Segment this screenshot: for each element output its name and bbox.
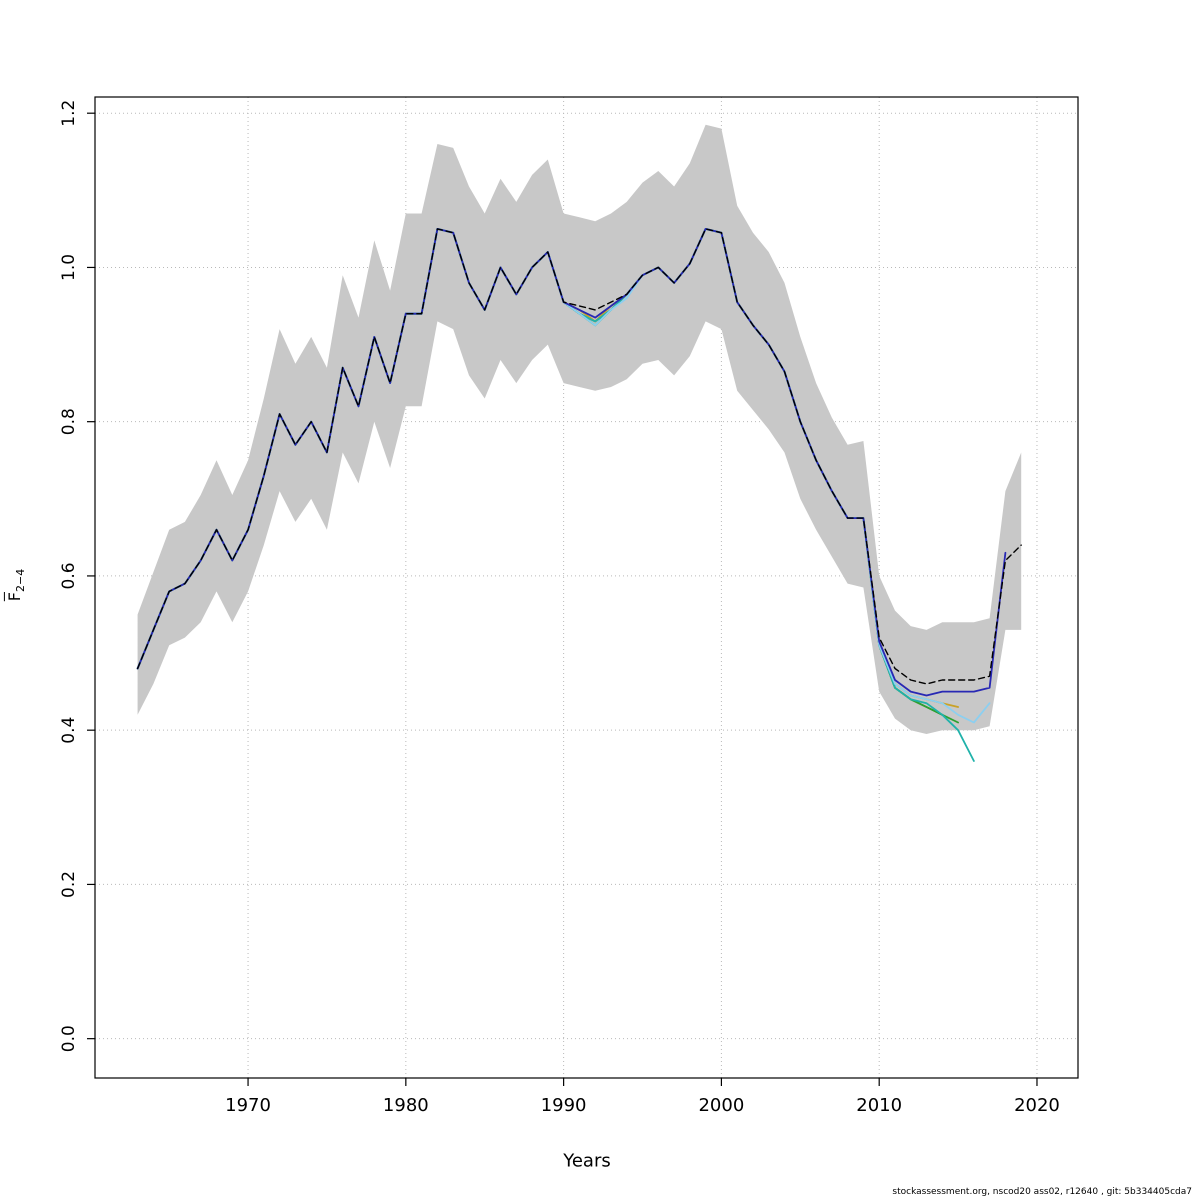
x-tick-label: 1980	[383, 1095, 429, 1116]
x-tick-label: 1970	[225, 1095, 271, 1116]
y-tick-label: 0.8	[59, 408, 79, 435]
x-axis-title: Years	[563, 1150, 611, 1172]
y-axis-title: F2−4	[5, 569, 27, 601]
footer-text: stockassessment.org, nscod20 ass02, r126…	[892, 1187, 1192, 1197]
y-axis-title-subscript: 2−4	[14, 568, 28, 593]
x-tick-label: 2020	[1014, 1095, 1060, 1116]
y-tick-label: 0.6	[59, 562, 79, 589]
confidence-band	[137, 124, 1022, 735]
y-tick-label: 0.2	[59, 871, 79, 898]
plot-border	[94, 96, 1079, 1079]
y-tick-label: 0.4	[59, 717, 79, 744]
series-line-current-assessment	[136, 228, 1022, 685]
y-tick-label: 1.0	[59, 254, 79, 281]
y-axis-title-symbol: F	[4, 592, 24, 602]
y-tick-label: 0.0	[59, 1025, 79, 1052]
x-tick-label: 2000	[698, 1095, 744, 1116]
x-tick-label: 1990	[541, 1095, 587, 1116]
x-tick-label: 2010	[856, 1095, 902, 1116]
y-tick-label: 1.2	[59, 100, 79, 127]
